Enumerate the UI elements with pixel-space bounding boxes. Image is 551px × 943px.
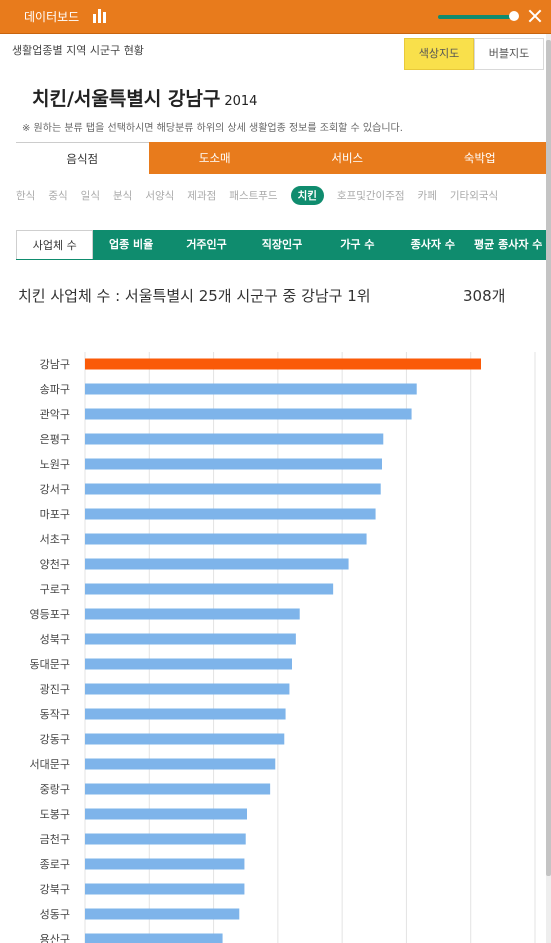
business-count-bar-chart: 강남구송파구관악구은평구노원구강서구마포구서초구양천구구로구영등포구성북구동대문… <box>30 352 536 943</box>
subcategory-tab-8[interactable]: 호프및간이주점 <box>336 189 405 202</box>
category-label: 서대문구 <box>30 758 70 771</box>
category-label: 노원구 <box>40 458 70 471</box>
category-tabs: 음식점 도소매 서비스 숙박업 <box>16 142 546 174</box>
page-title-year: 2014 <box>224 94 258 109</box>
subcategory-tab-3[interactable]: 분식 <box>112 189 133 202</box>
panel-subtitle: 생활업종별 지역 시군구 현황 <box>12 44 144 57</box>
bar-종로구[interactable] <box>85 858 245 870</box>
category-label: 성동구 <box>40 908 70 921</box>
category-tab-0[interactable]: 음식점 <box>16 142 149 174</box>
bar-마포구[interactable] <box>85 508 376 520</box>
category-label: 서초구 <box>40 533 70 546</box>
category-label: 도봉구 <box>40 808 70 821</box>
bar-chart-icon[interactable] <box>93 9 107 23</box>
metric-tab-6[interactable]: 평균 종사자 수 <box>470 230 546 260</box>
category-label: 은평구 <box>40 433 70 446</box>
metric-tab-1[interactable]: 업종 비율 <box>93 230 169 260</box>
category-label: 관악구 <box>40 408 70 421</box>
category-label: 중랑구 <box>40 783 70 796</box>
topbar-title: 데이터보드 <box>24 10 80 24</box>
page-title: 치킨/서울특별시 강남구 2014 <box>32 84 257 111</box>
metric-tab-2[interactable]: 거주인구 <box>168 230 245 260</box>
subcategory-tab-9[interactable]: 카페 <box>417 189 437 202</box>
bar-노원구[interactable] <box>85 458 382 470</box>
help-note: ※ 원하는 분류 탭을 선택하시면 해당분류 하위의 상세 생활업종 정보를 조… <box>22 123 403 134</box>
slider-handle[interactable] <box>509 11 519 21</box>
bar-관악구[interactable] <box>85 408 412 420</box>
bubble-map-button[interactable]: 버블지도 <box>474 38 544 70</box>
map-toggle: 색상지도 버블지도 <box>404 38 544 70</box>
subcategory-tab-4[interactable]: 서양식 <box>145 189 175 202</box>
bar-강북구[interactable] <box>85 883 245 895</box>
category-tab-1[interactable]: 도소매 <box>148 142 281 174</box>
category-label: 강서구 <box>40 483 70 496</box>
subcategory-tab-5[interactable]: 제과점 <box>187 189 217 202</box>
bar-서초구[interactable] <box>85 533 367 545</box>
subcategory-tab-1[interactable]: 중식 <box>48 189 68 202</box>
category-label: 송파구 <box>40 383 70 396</box>
category-tab-2[interactable]: 서비스 <box>281 142 414 174</box>
bar-성동구[interactable] <box>85 908 240 920</box>
metric-tab-5[interactable]: 종사자 수 <box>395 230 471 260</box>
category-label: 강북구 <box>40 883 70 896</box>
category-label: 용산구 <box>40 933 70 943</box>
category-label: 성북구 <box>40 633 70 646</box>
bar-서대문구[interactable] <box>85 758 276 770</box>
bar-구로구[interactable] <box>85 583 334 595</box>
chart-title: 치킨 사업체 수 : 서울특별시 25개 시군구 중 강남구 1위 <box>18 287 371 305</box>
category-label: 양천구 <box>40 557 70 571</box>
bar-동대문구[interactable] <box>85 658 292 670</box>
category-label: 강동구 <box>40 733 70 746</box>
bar-영등포구[interactable] <box>85 608 300 620</box>
color-map-button[interactable]: 색상지도 <box>404 38 474 70</box>
page-title-text: 치킨/서울특별시 강남구 <box>32 88 221 110</box>
databoard-panel: 생활업종별 지역 시군구 현황 색상지도 버블지도 치킨/서울특별시 강남구 20… <box>0 34 546 943</box>
bar-도봉구[interactable] <box>85 808 247 820</box>
bar-양천구[interactable] <box>85 558 349 570</box>
subcategory-tab-7[interactable]: 치킨 <box>290 185 324 205</box>
category-label: 구로구 <box>40 583 70 596</box>
bar-송파구[interactable] <box>85 383 417 395</box>
bar-금천구[interactable] <box>85 833 246 845</box>
metric-tab-0[interactable]: 사업체 수 <box>16 230 94 260</box>
category-label: 동작구 <box>40 708 70 721</box>
metric-tabs: 사업체 수 업종 비율 거주인구 직장인구 가구 수 종사자 수 평균 종사자 수 <box>16 230 546 260</box>
bar-동작구[interactable] <box>85 708 286 720</box>
bar-은평구[interactable] <box>85 433 384 445</box>
category-label: 강남구 <box>40 358 70 371</box>
scrollbar-thumb[interactable] <box>546 40 551 876</box>
bar-강남구[interactable] <box>85 358 481 370</box>
category-label: 금천구 <box>40 832 70 846</box>
subcategory-tab-0[interactable]: 한식 <box>16 189 36 202</box>
metric-tab-3[interactable]: 직장인구 <box>244 230 320 260</box>
bar-강서구[interactable] <box>85 483 381 495</box>
subcategory-tab-6[interactable]: 패스트푸드 <box>229 189 278 202</box>
bar-광진구[interactable] <box>85 683 290 695</box>
category-label: 마포구 <box>40 508 70 521</box>
chart-total: 308개 <box>463 287 506 305</box>
subcategory-tab-2[interactable]: 일식 <box>80 189 100 202</box>
subcategory-tab-10[interactable]: 기타외국식 <box>449 189 499 202</box>
metric-tabs-underline <box>16 259 546 260</box>
bar-강동구[interactable] <box>85 733 285 745</box>
subcategory-tabs: 한식 중식 일식 분식 서양식 제과점 패스트푸드 치킨 호프및간이주점 카페 기타외국식 <box>16 185 511 205</box>
category-tab-3[interactable]: 숙박업 <box>413 142 546 174</box>
top-bar: 데이터보드 <box>0 0 551 34</box>
category-label: 동대문구 <box>30 658 70 671</box>
category-label: 종로구 <box>40 858 70 871</box>
opacity-slider[interactable] <box>438 15 516 19</box>
category-label: 광진구 <box>40 683 70 696</box>
bar-중랑구[interactable] <box>85 783 271 795</box>
close-icon[interactable] <box>527 8 543 24</box>
category-label: 영등포구 <box>30 608 70 621</box>
bar-용산구[interactable] <box>85 933 223 943</box>
metric-tab-4[interactable]: 가구 수 <box>319 230 396 260</box>
bar-성북구[interactable] <box>85 633 296 645</box>
